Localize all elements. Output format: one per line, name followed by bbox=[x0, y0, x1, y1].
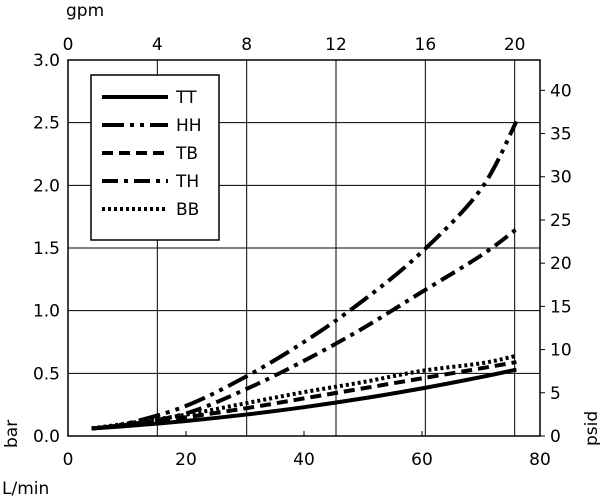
y2-tick-label: 25 bbox=[550, 211, 572, 231]
y-tick-label: 1.0 bbox=[33, 302, 60, 322]
y2-tick-label: 15 bbox=[550, 297, 572, 317]
tick-labels: 0 4 8 12 16 200.00.51.01.52.02.53.00 20 40 60 800… bbox=[33, 35, 572, 470]
x-axis-label: L/min bbox=[2, 479, 49, 499]
y-tick-label: 0.0 bbox=[33, 427, 60, 447]
y2-tick-label: 20 bbox=[550, 254, 572, 274]
legend-label-tt: TT bbox=[175, 88, 197, 108]
legend-label-tb: TB bbox=[175, 144, 198, 164]
y2-tick-label: 30 bbox=[550, 168, 572, 188]
y2-tick-label: 40 bbox=[550, 81, 572, 101]
y2-tick-label: 5 bbox=[550, 384, 561, 404]
y2-tick-label: 35 bbox=[550, 125, 572, 145]
series-line-hh bbox=[91, 120, 519, 431]
y-tick-label: 1.5 bbox=[33, 239, 60, 259]
legend-box bbox=[90, 74, 220, 241]
y2-tick-label: 0 bbox=[550, 427, 561, 447]
x2-tick-label: 16 bbox=[415, 35, 437, 55]
legend: TT HH TB TH BB bbox=[90, 74, 220, 241]
y-tick-label: 0.5 bbox=[33, 364, 60, 384]
x-tick-label: 60 bbox=[411, 450, 433, 470]
y-tick-label: 3.0 bbox=[33, 51, 60, 71]
x2-tick-label: 4 bbox=[152, 35, 163, 55]
legend-label-th: TH bbox=[175, 172, 199, 192]
x2-tick-label: 0 bbox=[63, 35, 74, 55]
legend-label-hh: HH bbox=[176, 116, 202, 136]
x-tick-label: 0 bbox=[63, 450, 74, 470]
legend-label-bb: BB bbox=[176, 200, 199, 220]
x2-tick-label: 8 bbox=[241, 35, 252, 55]
x-tick-label: 20 bbox=[175, 450, 197, 470]
series-line-tb bbox=[91, 360, 517, 431]
series-group bbox=[91, 120, 519, 431]
y-tick-label: 2.5 bbox=[33, 114, 60, 134]
x-tick-label: 40 bbox=[293, 450, 315, 470]
x-tick-label: 80 bbox=[529, 450, 551, 470]
x2-tick-label: 20 bbox=[504, 35, 526, 55]
y2-axis-label: psid bbox=[582, 411, 600, 446]
series-line-bb bbox=[91, 353, 517, 431]
y2-tick-label: 10 bbox=[550, 341, 572, 361]
x2-tick-label: 12 bbox=[325, 35, 347, 55]
y-tick-label: 2.0 bbox=[33, 176, 60, 196]
y-axis-label: bar bbox=[2, 420, 22, 448]
x2-axis-label: gpm bbox=[66, 1, 104, 21]
